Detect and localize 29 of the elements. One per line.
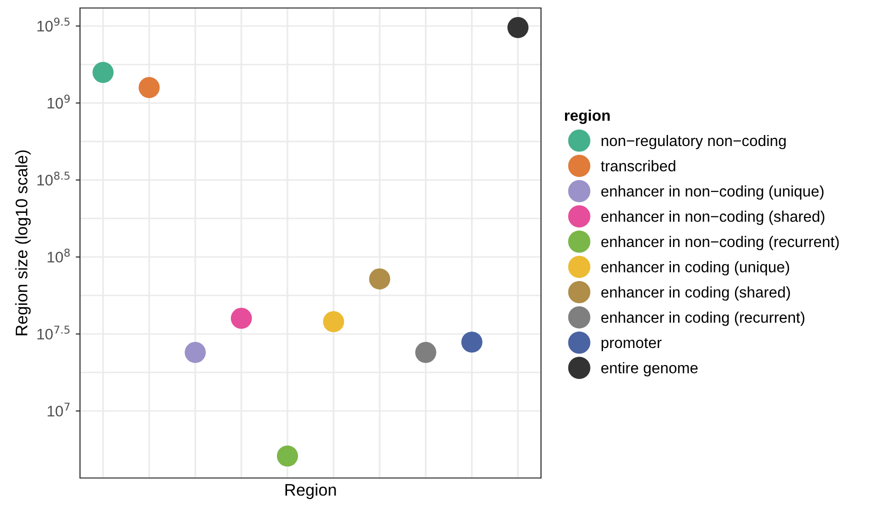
point [184, 342, 206, 363]
legend-label: enhancer in non−coding (unique) [601, 185, 824, 200]
legend-label: enhancer in coding (recurrent) [601, 312, 804, 326]
legend-label: enhancer in non−coding (shared) [601, 210, 824, 225]
point [369, 268, 390, 290]
x-axis-title: Region [285, 484, 336, 500]
legend-label: entire genome [601, 362, 698, 376]
point [138, 77, 160, 98]
point [276, 445, 298, 467]
y-axis-title: Region size (log10 scale) [15, 150, 31, 336]
y-tick-label: 10$^{8}$ [48, 248, 70, 263]
point [323, 311, 344, 332]
legend-label: transcribed [600, 160, 676, 172]
point [415, 342, 436, 363]
point [507, 17, 528, 38]
legend-label: promoter [602, 338, 662, 352]
y-tick-label: 10$^{7.5}$ [37, 326, 70, 340]
legend-label: enhancer in coding (unique) [601, 261, 790, 276]
point [92, 62, 114, 83]
y-tick-label: 10$^{7}$ [48, 402, 70, 417]
y-tick-label: 10$^{9}$ [48, 94, 70, 109]
legend-label: enhancer in non−coding (recurrent) [601, 236, 839, 250]
legend-label: enhancer in coding (shared) [601, 286, 790, 301]
legend-label: non−regulatory non−coding [602, 134, 786, 150]
y-tick-label: 10$^{8.5}$ [37, 172, 70, 186]
legend-title: region [564, 110, 610, 124]
point [461, 332, 482, 353]
point [230, 308, 252, 329]
y-tick-label: 10$^{9.5}$ [37, 18, 70, 32]
